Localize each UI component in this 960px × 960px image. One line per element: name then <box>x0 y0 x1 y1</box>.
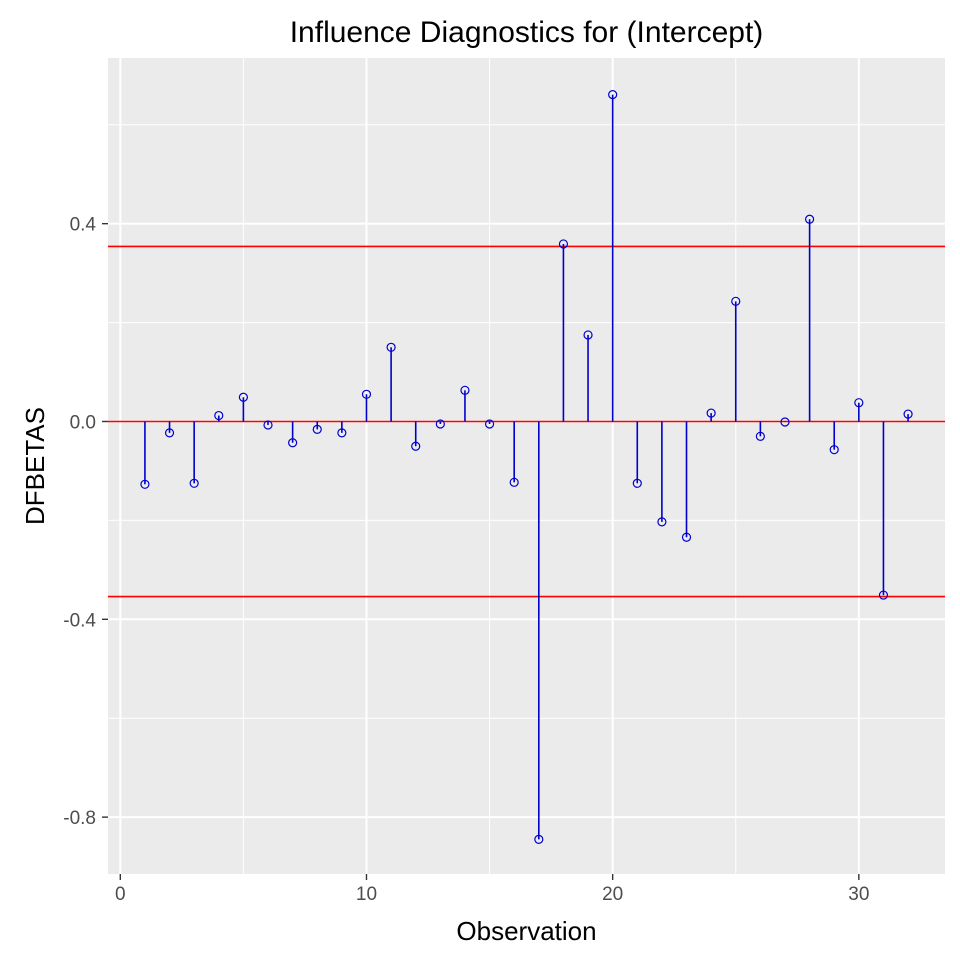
data-point <box>214 410 224 421</box>
y-tick-label: 0.4 <box>70 215 97 236</box>
data-point <box>164 428 175 438</box>
data-point <box>608 89 618 100</box>
data-point <box>263 420 273 430</box>
data-point <box>312 424 322 435</box>
data-point <box>903 409 913 419</box>
data-point <box>657 517 667 527</box>
data-point <box>829 445 839 455</box>
data-point <box>632 478 642 488</box>
x-tick-label: 20 <box>602 884 623 905</box>
x-axis-title: Observation <box>456 916 596 946</box>
x-axis-ticks: 0 10 20 30 <box>115 874 869 905</box>
y-tick-label: -0.8 <box>63 808 96 829</box>
data-point <box>731 296 741 306</box>
data-point <box>238 392 248 402</box>
data-point <box>681 532 692 542</box>
data-point <box>288 438 298 448</box>
stem-series <box>144 94 909 840</box>
data-point <box>509 477 519 487</box>
data-point <box>534 834 544 844</box>
data-point <box>361 389 372 399</box>
data-point <box>460 385 470 395</box>
x-tick-label: 10 <box>356 884 377 905</box>
plot-panel <box>108 58 945 874</box>
data-point <box>854 398 864 408</box>
chart-title: Influence Diagnostics for (Intercept) <box>290 16 764 49</box>
y-tick-label: -0.4 <box>63 610 96 631</box>
data-point <box>411 441 421 451</box>
data-point <box>780 417 790 427</box>
data-point <box>484 419 495 429</box>
data-point <box>805 214 815 224</box>
data-point <box>878 590 889 600</box>
data-point <box>583 330 593 340</box>
data-point <box>558 239 569 249</box>
y-axis-title: DFBETAS <box>20 407 50 525</box>
minor-gridlines <box>108 58 945 874</box>
y-tick-label: 0.0 <box>70 412 96 433</box>
data-point <box>755 431 765 441</box>
point-series <box>140 89 913 844</box>
x-tick-label: 0 <box>115 884 126 905</box>
data-point <box>337 428 347 438</box>
data-point <box>140 479 150 489</box>
data-point <box>435 419 445 429</box>
reference-lines <box>108 245 945 598</box>
data-point <box>386 342 396 352</box>
data-point <box>189 478 199 488</box>
y-axis-ticks: -0.8 -0.4 0.0 0.4 <box>63 215 108 829</box>
x-tick-label: 30 <box>848 884 869 905</box>
data-point <box>706 408 716 418</box>
